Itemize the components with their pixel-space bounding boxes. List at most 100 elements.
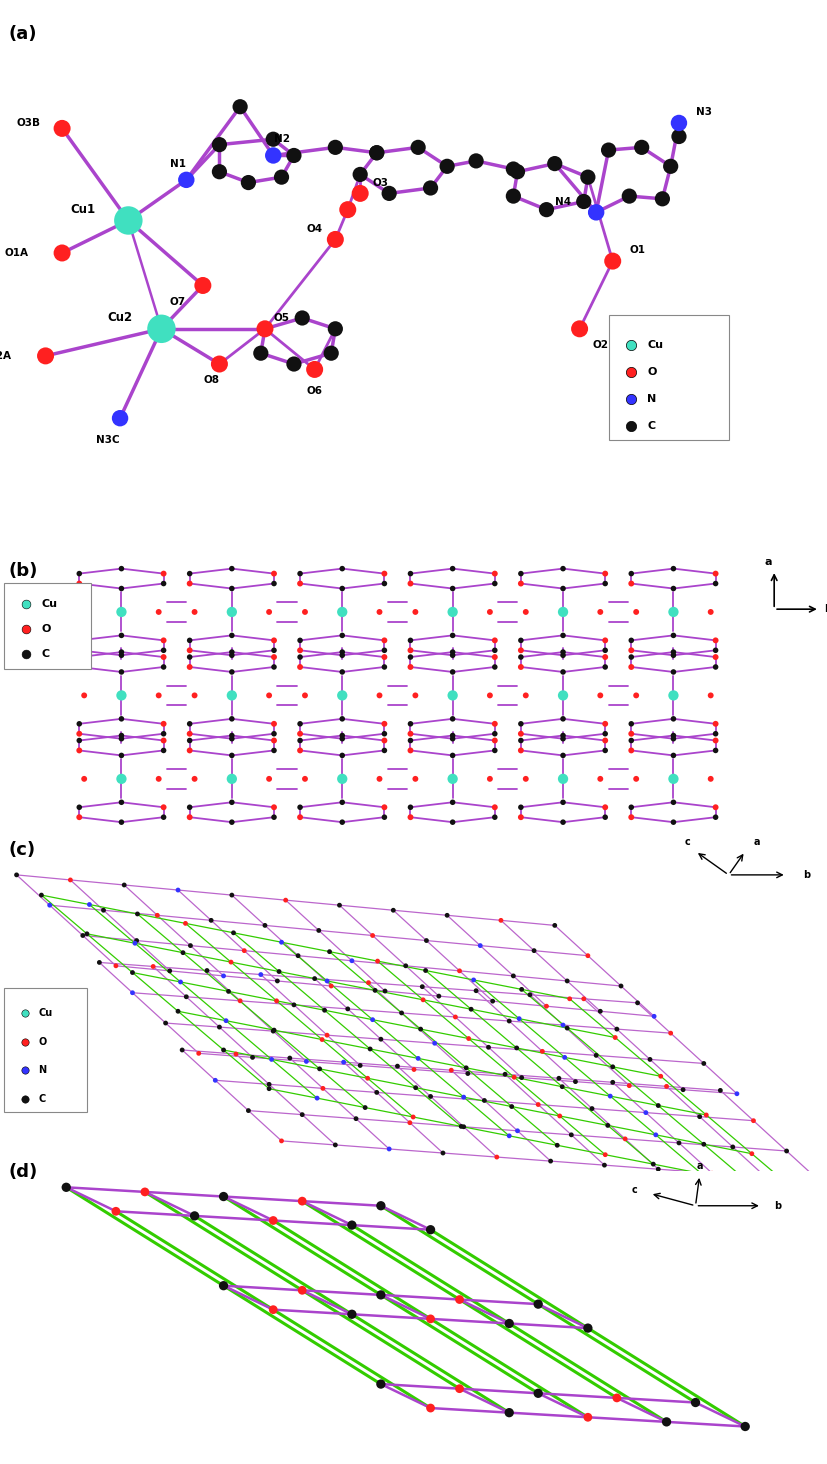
Point [196, 274, 209, 297]
Point [229, 1042, 242, 1066]
Point [514, 628, 527, 651]
Point [446, 723, 459, 747]
Point [332, 893, 346, 916]
Point [157, 656, 170, 679]
Point [266, 127, 280, 151]
Point [73, 628, 86, 651]
Point [183, 628, 196, 651]
Point [624, 722, 637, 745]
Point [452, 959, 466, 982]
Point [666, 723, 679, 747]
Point [696, 1051, 710, 1075]
Point [414, 1017, 427, 1041]
Point [258, 318, 271, 341]
Point [130, 928, 143, 952]
Point [374, 1028, 387, 1051]
Point [152, 600, 165, 624]
Point [60, 1176, 73, 1199]
Point [225, 600, 238, 624]
Point [556, 660, 569, 684]
Point [237, 938, 251, 962]
Point [598, 729, 611, 752]
Point [708, 739, 721, 763]
Point [287, 143, 300, 167]
Point [155, 318, 168, 341]
Point [630, 991, 643, 1015]
Point [703, 767, 716, 791]
Point [514, 712, 527, 735]
Text: O4: O4 [306, 224, 323, 234]
Point [464, 997, 477, 1020]
Point [676, 1078, 689, 1101]
Point [374, 1195, 387, 1218]
Point [287, 353, 300, 376]
Point [504, 1095, 518, 1118]
Point [78, 767, 91, 791]
Point [20, 641, 33, 665]
FancyBboxPatch shape [4, 988, 87, 1113]
Point [598, 1143, 611, 1167]
Point [254, 963, 267, 987]
Point [262, 767, 275, 791]
Point [672, 111, 685, 135]
Point [448, 1006, 461, 1029]
Point [241, 1099, 255, 1123]
Text: a: a [696, 1161, 702, 1171]
Point [485, 990, 499, 1013]
Point [598, 628, 611, 651]
Point [293, 729, 306, 752]
Point [370, 141, 383, 164]
Point [366, 924, 379, 947]
Point [557, 1045, 571, 1069]
Point [539, 198, 552, 221]
Point [514, 572, 527, 596]
Point [225, 684, 238, 707]
Point [666, 684, 679, 707]
Point [97, 899, 110, 922]
Point [126, 960, 139, 984]
Point [378, 979, 391, 1003]
Point [598, 712, 611, 735]
Point [308, 966, 321, 990]
Point [353, 182, 366, 205]
Point [217, 965, 230, 988]
Point [109, 955, 122, 978]
Point [624, 712, 637, 735]
Point [404, 562, 417, 586]
Text: O1: O1 [629, 246, 645, 255]
Point [18, 1029, 31, 1053]
Point [267, 1019, 280, 1042]
Point [157, 739, 170, 763]
Point [576, 190, 590, 214]
Point [295, 1278, 308, 1301]
Point [509, 1037, 523, 1060]
Point [18, 1058, 31, 1082]
Point [262, 684, 275, 707]
Point [366, 1007, 379, 1031]
Point [93, 950, 106, 974]
Point [73, 739, 86, 763]
Point [115, 811, 128, 834]
Point [377, 646, 390, 669]
Point [115, 644, 128, 668]
Point [688, 1391, 701, 1414]
Point [409, 600, 422, 624]
Point [386, 899, 399, 922]
Point [490, 1145, 503, 1168]
Point [298, 767, 311, 791]
Point [556, 767, 569, 791]
Point [461, 1061, 474, 1085]
Text: N3: N3 [695, 107, 711, 117]
Point [742, 1171, 755, 1195]
Point [556, 728, 569, 751]
Point [514, 729, 527, 752]
Point [488, 638, 501, 662]
Text: b: b [823, 605, 827, 615]
Point [696, 1133, 710, 1157]
Point [411, 1047, 424, 1070]
Point [320, 969, 333, 993]
Point [672, 1132, 685, 1155]
Point [446, 767, 459, 791]
Point [64, 868, 77, 892]
Point [267, 572, 280, 596]
